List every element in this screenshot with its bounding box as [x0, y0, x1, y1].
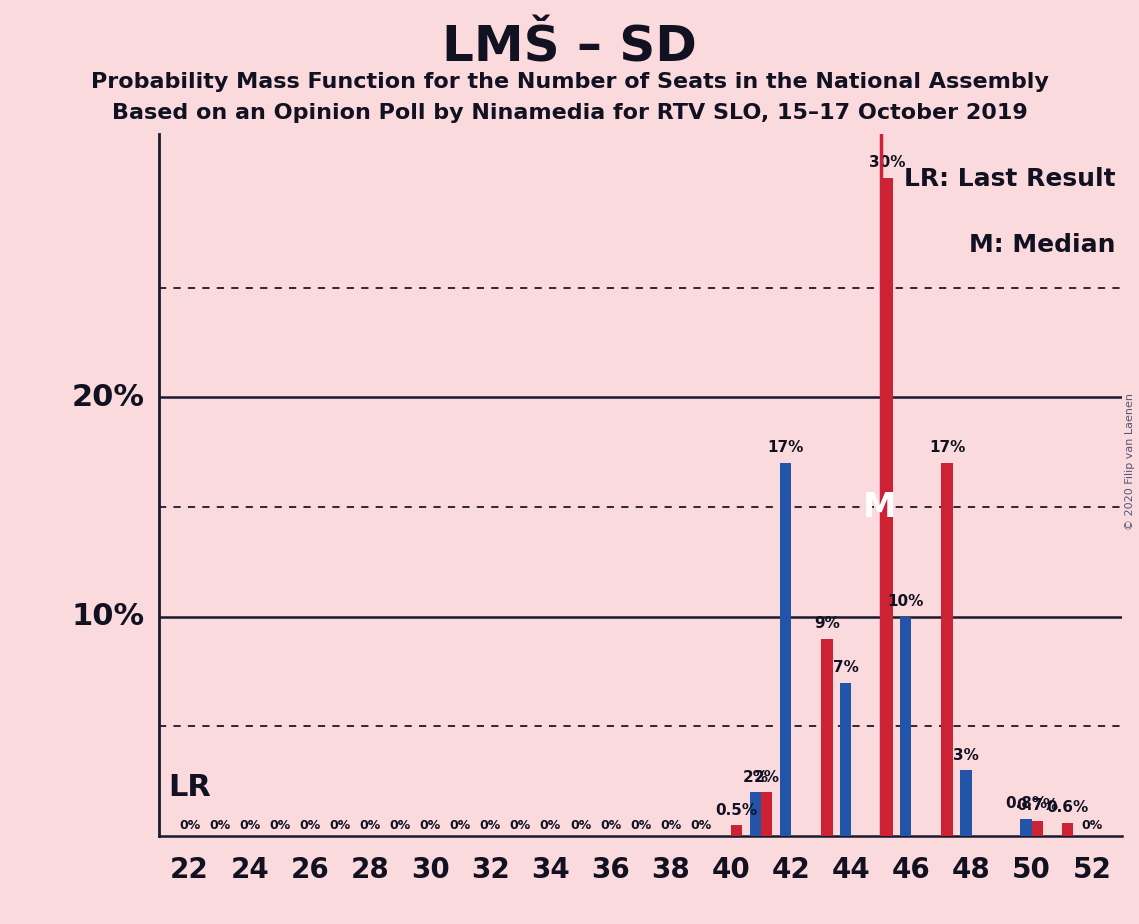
Text: 10%: 10%: [887, 594, 924, 609]
Text: 0.8%: 0.8%: [1005, 796, 1047, 811]
Text: 0%: 0%: [179, 820, 200, 833]
Text: 7%: 7%: [833, 660, 859, 675]
Bar: [960, 771, 972, 836]
Text: 0%: 0%: [661, 820, 681, 833]
Text: 0%: 0%: [540, 820, 562, 833]
Text: LR: Last Result: LR: Last Result: [904, 167, 1116, 191]
Bar: [1021, 819, 1032, 836]
Text: 0%: 0%: [1081, 820, 1103, 833]
Bar: [731, 825, 743, 836]
Text: Probability Mass Function for the Number of Seats in the National Assembly: Probability Mass Function for the Number…: [91, 72, 1048, 92]
Text: 0%: 0%: [690, 820, 712, 833]
Bar: [1032, 821, 1043, 836]
Bar: [779, 463, 792, 836]
Bar: [900, 617, 911, 836]
Bar: [1062, 823, 1073, 836]
Text: 9%: 9%: [814, 616, 839, 631]
Text: 0%: 0%: [269, 820, 290, 833]
Text: 2%: 2%: [743, 770, 769, 784]
Text: M: M: [863, 491, 896, 524]
Text: 17%: 17%: [929, 441, 966, 456]
Text: © 2020 Filip van Laenen: © 2020 Filip van Laenen: [1125, 394, 1134, 530]
Text: 0%: 0%: [390, 820, 411, 833]
Bar: [821, 638, 833, 836]
Text: Based on an Opinion Poll by Ninamedia for RTV SLO, 15–17 October 2019: Based on an Opinion Poll by Ninamedia fo…: [112, 103, 1027, 124]
Bar: [749, 793, 761, 836]
Text: 3%: 3%: [953, 748, 978, 762]
Text: 0%: 0%: [570, 820, 591, 833]
Text: 10%: 10%: [72, 602, 145, 631]
Text: 0.7%: 0.7%: [1016, 798, 1058, 813]
Bar: [761, 793, 772, 836]
Text: 0%: 0%: [360, 820, 380, 833]
Text: 17%: 17%: [768, 441, 803, 456]
Text: LR: LR: [169, 773, 212, 802]
Text: 0%: 0%: [450, 820, 470, 833]
Text: 2%: 2%: [754, 770, 780, 784]
Text: 0%: 0%: [239, 820, 261, 833]
Text: 0%: 0%: [510, 820, 531, 833]
Text: 0%: 0%: [600, 820, 621, 833]
Text: 20%: 20%: [72, 383, 145, 412]
Text: 0%: 0%: [300, 820, 320, 833]
Text: 0%: 0%: [208, 820, 230, 833]
Text: 0%: 0%: [419, 820, 441, 833]
Text: M: Median: M: Median: [969, 233, 1116, 257]
Text: LMŠ – SD: LMŠ – SD: [442, 23, 697, 71]
Bar: [942, 463, 953, 836]
Text: 0%: 0%: [630, 820, 652, 833]
Text: 30%: 30%: [869, 155, 906, 170]
Bar: [882, 177, 893, 836]
Text: 0%: 0%: [329, 820, 351, 833]
Text: 0.5%: 0.5%: [715, 803, 757, 818]
Text: 0.6%: 0.6%: [1047, 800, 1089, 815]
Text: 0%: 0%: [480, 820, 501, 833]
Bar: [839, 683, 851, 836]
